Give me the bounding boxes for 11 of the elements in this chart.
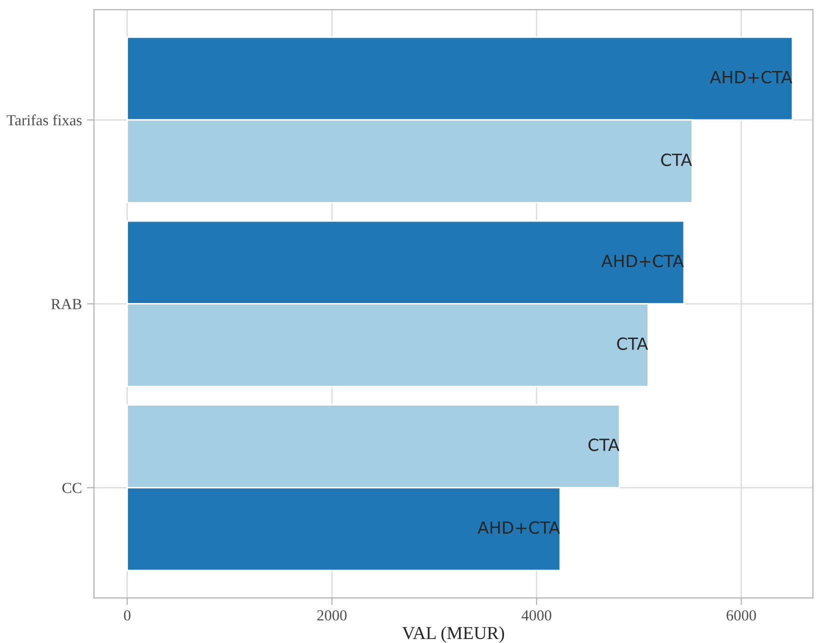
y-tick-label: RAB (51, 299, 82, 310)
y-tick-label: CC (62, 482, 82, 494)
x-tick-label: 6000 (726, 610, 756, 621)
x-tick-label: 0 (124, 610, 130, 621)
series-label: CTA (661, 154, 692, 166)
text: CTA (588, 438, 620, 452)
x-tick-label: 2000 (317, 610, 347, 621)
y-tick-label: Tarifas fixas (6, 114, 82, 126)
x-tick-label: 4000 (522, 610, 552, 621)
x-axis-title: VAL (MEUR) (402, 626, 504, 643)
text: CTA (617, 337, 648, 350)
